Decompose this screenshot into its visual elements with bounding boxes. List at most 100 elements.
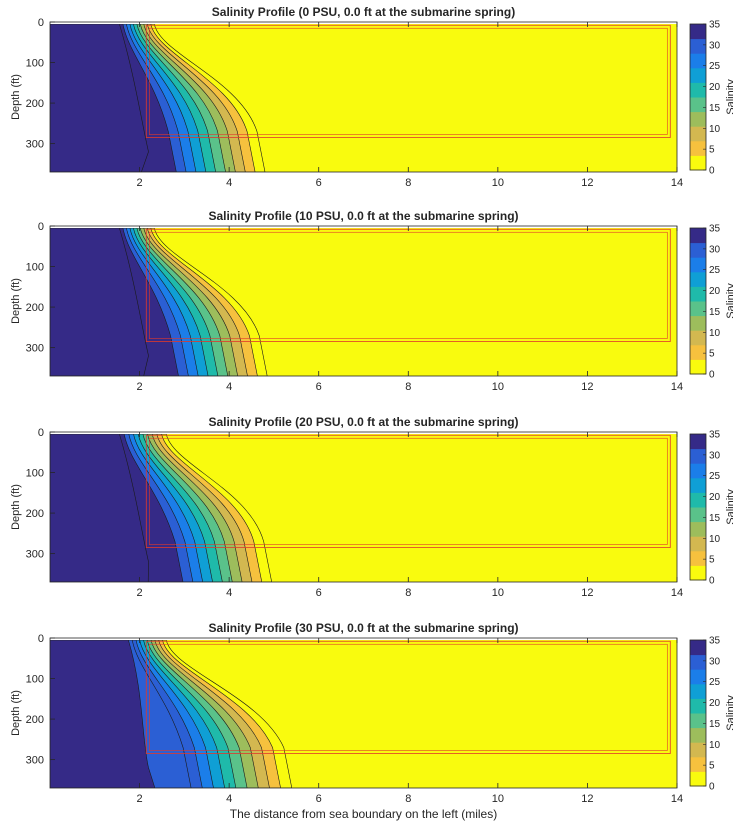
colorbar-tick-label: 10 [709, 328, 721, 339]
panel-1: Salinity Profile (0 PSU, 0.0 ft at the s… [10, 5, 733, 189]
colorbar-segment [690, 140, 706, 156]
y-tick-label: 200 [26, 714, 44, 726]
colorbar-tick-label: 20 [709, 82, 721, 93]
colorbar-tick-label: 20 [709, 698, 721, 709]
colorbar-tick-label: 35 [709, 20, 721, 31]
colorbar-segment [690, 24, 706, 40]
y-tick-label: 300 [26, 755, 44, 767]
colorbar-segment [690, 521, 706, 537]
colorbar-box [689, 639, 707, 787]
x-tick-label: 12 [581, 177, 593, 189]
colorbar-label: Salinity [725, 489, 733, 525]
surface-strip [50, 226, 677, 229]
axes-box [49, 225, 678, 377]
colorbar: 0 5 10 15 20 25 30 35 Salinity [689, 20, 733, 177]
colorbar-tick-label: 25 [709, 61, 721, 72]
colorbar-label: Salinity [725, 79, 733, 115]
colorbar-tick-label: 35 [709, 224, 721, 235]
x-tick-label: 8 [405, 381, 411, 393]
colorbar-segment [690, 727, 706, 743]
x-tick-label: 14 [671, 177, 683, 189]
sea-water-region [50, 433, 149, 582]
colorbar-segment [690, 698, 706, 714]
colorbar-segment [690, 67, 706, 83]
y-tick-label: 300 [26, 139, 44, 151]
colorbar-box [689, 433, 707, 581]
y-axis-label: Depth (ft) [10, 484, 22, 530]
colorbar-segment [690, 315, 706, 331]
colorbar-segment [690, 434, 706, 450]
y-tick-label: 100 [26, 262, 44, 274]
colorbar-tick-label: 0 [709, 576, 715, 587]
colorbar-segment [690, 756, 706, 772]
colorbar-segment [690, 301, 706, 317]
chart-title: Salinity Profile (0 PSU, 0.0 ft at the s… [212, 5, 515, 19]
x-tick-label: 14 [671, 793, 683, 805]
domain-frame-inner [148, 643, 668, 751]
colorbar-segment [690, 463, 706, 479]
colorbar-segment [690, 97, 706, 113]
colorbar-segment [690, 38, 706, 54]
x-tick-label: 10 [492, 587, 504, 599]
y-tick-label: 200 [26, 98, 44, 110]
colorbar-tick-label: 20 [709, 286, 721, 297]
x-tick-label: 10 [492, 381, 504, 393]
y-tick-label: 0 [38, 633, 44, 645]
x-tick-label: 14 [671, 587, 683, 599]
colorbar: 0 5 10 15 20 25 30 35 Salinity [689, 430, 733, 587]
colorbar: 0 5 10 15 20 25 30 35 Salinity [689, 224, 733, 381]
sea-water-region [50, 227, 149, 376]
colorbar-segment [690, 242, 706, 258]
colorbar-tick-label: 10 [709, 534, 721, 545]
axes-box [49, 21, 678, 173]
domain-frame-inner [148, 437, 668, 545]
colorbar-tick-label: 30 [709, 450, 721, 461]
colorbar-segment [690, 257, 706, 273]
colorbar-segment [690, 271, 706, 287]
x-tick-label: 2 [137, 177, 143, 189]
chart-title: Salinity Profile (20 PSU, 0.0 ft at the … [208, 415, 518, 429]
x-tick-label: 10 [492, 177, 504, 189]
colorbar-segment [690, 492, 706, 508]
colorbar-tick-label: 0 [709, 370, 715, 381]
y-tick-label: 0 [38, 17, 44, 29]
x-tick-label: 14 [671, 381, 683, 393]
colorbar-tick-label: 30 [709, 40, 721, 51]
surface-strip [50, 22, 677, 25]
colorbar-tick-label: 35 [709, 430, 721, 441]
colorbar-tick-label: 0 [709, 782, 715, 793]
x-tick-label: 6 [316, 177, 322, 189]
axes-box [49, 637, 678, 789]
x-tick-label: 6 [316, 793, 322, 805]
axes-box [49, 431, 678, 583]
y-tick-label: 300 [26, 549, 44, 561]
colorbar-tick-label: 5 [709, 145, 715, 156]
x-tick-label: 2 [137, 381, 143, 393]
colorbar-tick-label: 25 [709, 265, 721, 276]
colorbar-segment [690, 654, 706, 670]
colorbar-tick-label: 15 [709, 103, 721, 114]
sea-water-region [50, 23, 149, 172]
x-axis-label: The distance from sea boundary on the le… [230, 807, 497, 821]
colorbar-tick-label: 30 [709, 244, 721, 255]
colorbar-tick-label: 25 [709, 677, 721, 688]
colorbar-segment [690, 448, 706, 464]
y-tick-label: 0 [38, 221, 44, 233]
x-tick-label: 2 [137, 793, 143, 805]
colorbar-segment [690, 82, 706, 98]
colorbar-segment [690, 53, 706, 69]
colorbar-segment [690, 742, 706, 758]
panel-4: Salinity Profile (30 PSU, 0.0 ft at the … [10, 621, 733, 821]
colorbar-tick-label: 5 [709, 761, 715, 772]
y-tick-label: 0 [38, 427, 44, 439]
colorbar-segment [690, 111, 706, 127]
plot-area [50, 432, 677, 582]
colorbar-segment [690, 359, 706, 375]
x-tick-label: 8 [405, 587, 411, 599]
surface-strip [50, 638, 677, 641]
y-tick-label: 200 [26, 508, 44, 520]
domain-frame-inner [148, 231, 668, 339]
colorbar-segment [690, 550, 706, 566]
colorbar-tick-label: 15 [709, 307, 721, 318]
